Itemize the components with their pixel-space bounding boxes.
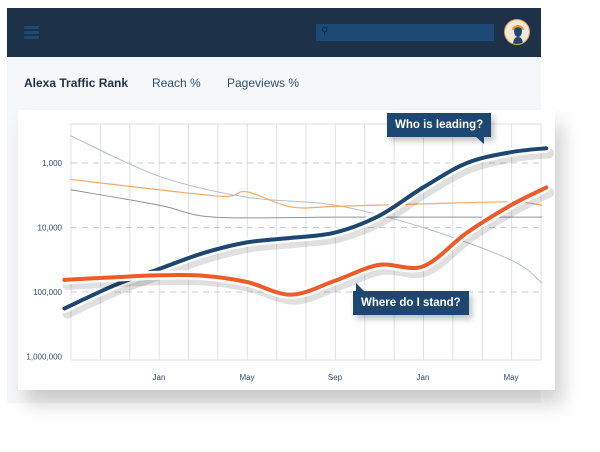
callout-who-is-leading: Who is leading? <box>387 113 492 144</box>
callout-tail <box>356 283 365 292</box>
search-icon: ⚲ <box>321 26 329 37</box>
x-tick-label: Jan <box>417 373 430 382</box>
callout-tail <box>475 136 485 144</box>
series-line-thin-orange-competitor <box>70 178 543 209</box>
y-tick-label: 10,000 <box>38 224 63 233</box>
x-tick-label: May <box>503 373 518 382</box>
y-tick-label: 1,000,000 <box>26 353 62 362</box>
series-line-leader <box>62 146 549 311</box>
y-tick-label: 100,000 <box>33 288 62 297</box>
series-shadow <box>62 187 555 305</box>
callout-where-do-i-stand: Where do I stand? <box>353 283 469 315</box>
chart-card <box>18 110 555 390</box>
search-input[interactable]: ⚲ <box>316 24 494 41</box>
series-line-you <box>62 185 549 297</box>
avatar[interactable] <box>504 19 530 45</box>
x-tick-label: May <box>239 373 254 382</box>
y-tick-label: 1,000 <box>42 159 63 168</box>
tab-reach[interactable]: Reach % <box>152 76 201 90</box>
user-avatar-icon <box>512 25 524 44</box>
series-line-light-gray-competitor <box>70 135 543 284</box>
series-line-gray-competitor <box>70 189 543 219</box>
x-tick-label: Jan <box>153 373 166 382</box>
hamburger-icon[interactable] <box>24 26 39 39</box>
callout-text: Where do I stand? <box>361 297 461 309</box>
x-tick-label: Sep <box>328 373 343 382</box>
top-bar: ⚲ <box>7 8 541 57</box>
callout-text: Who is leading? <box>395 119 484 131</box>
tab-pageviews[interactable]: Pageviews % <box>227 76 300 90</box>
tab-alexa-traffic-rank[interactable]: Alexa Traffic Rank <box>24 76 129 90</box>
